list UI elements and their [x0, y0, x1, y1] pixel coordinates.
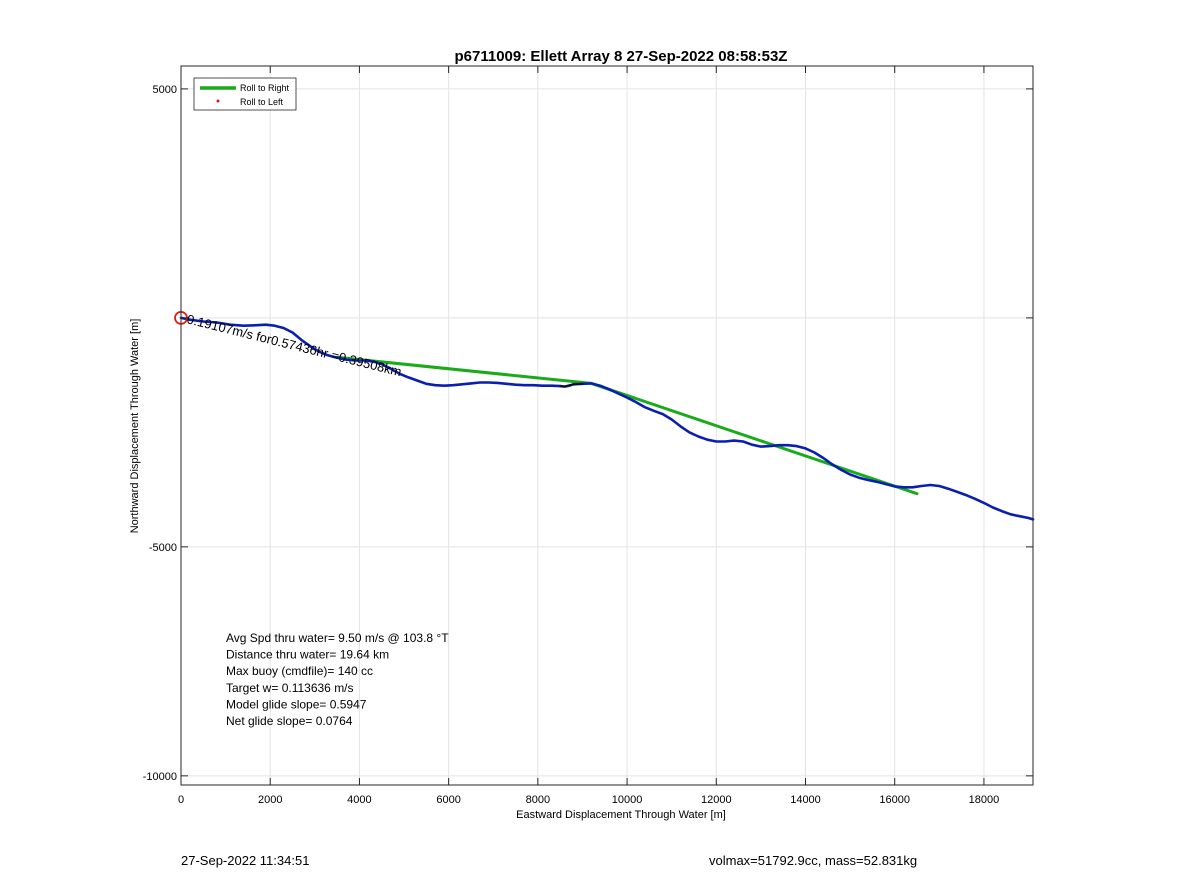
x-tick-label: 4000	[347, 794, 371, 806]
legend-label-roll-left: Roll to Left	[240, 97, 284, 107]
x-tick-label: 0	[178, 794, 184, 806]
grid-lines	[180, 66, 1033, 785]
footer-timestamp: 27-Sep-2022 11:34:51	[181, 853, 310, 868]
stats-line: Model glide slope= 0.5947	[226, 697, 367, 711]
x-tick-label: 8000	[526, 794, 550, 806]
x-tick-label: 10000	[612, 794, 643, 806]
x-tick-label: 16000	[879, 794, 910, 806]
legend-box	[193, 77, 297, 111]
footer-summary: volmax=51792.9cc, mass=52.831kg	[709, 853, 918, 868]
y-axis-label: Northward Displacement Through Water [m]	[129, 319, 141, 534]
stats-line: Max buoy (cmdfile)= 140 cc	[226, 664, 373, 678]
series-segment-line	[559, 382, 584, 388]
legend-swatch-roll-left	[216, 99, 220, 103]
x-tick-label: 14000	[790, 794, 821, 806]
y-tick-label: -10000	[143, 771, 177, 783]
stats-line: Target w= 0.113636 m/s	[226, 681, 354, 695]
x-tick-label: 18000	[969, 794, 1000, 806]
series-layer	[179, 316, 1035, 521]
stats-line: Avg Spd thru water= 9.50 m/s @ 103.8 °T	[226, 631, 449, 645]
series-track-line	[179, 316, 1035, 521]
stats-line: Distance thru water= 19.64 km	[226, 648, 389, 662]
y-tick-label: -5000	[149, 542, 177, 554]
x-tick-label: 6000	[436, 794, 460, 806]
plot-area	[181, 66, 1033, 785]
legend-label-roll-right: Roll to Right	[240, 83, 290, 93]
y-tick-label: 5000	[153, 84, 177, 96]
stats-block: Avg Spd thru water= 9.50 m/s @ 103.8 °T D…	[226, 631, 449, 728]
plot-frame	[180, 65, 1034, 786]
chart-title: p6711009: Ellett Array 8 27-Sep-2022 08:…	[455, 48, 788, 65]
stats-line: Net glide slope= 0.0764	[226, 714, 353, 728]
x-axis-label: Eastward Displacement Through Water [m]	[516, 809, 726, 821]
x-tick-label: 2000	[258, 794, 282, 806]
axis-ticks: 0 2000 4000 6000 8000 10000 12000 14000 16000 180…	[143, 66, 1033, 806]
x-tick-label: 12000	[701, 794, 732, 806]
legend: Roll to Right Roll to Left	[193, 77, 297, 111]
